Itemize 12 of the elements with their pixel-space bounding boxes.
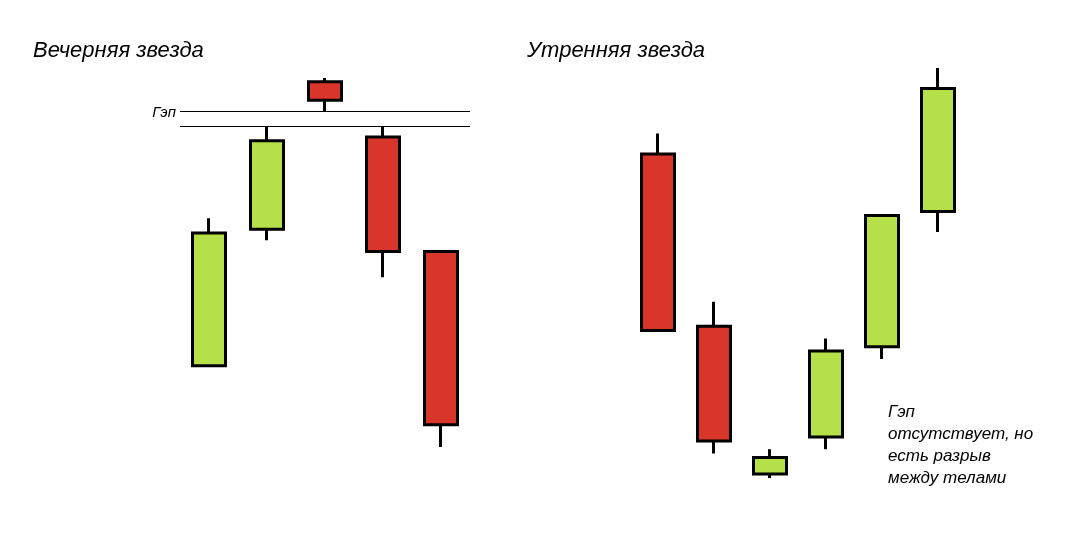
- chart-title: Утренняя звезда: [526, 36, 706, 62]
- candlestick: [752, 449, 788, 478]
- candlestick: [423, 249, 459, 447]
- candlestick: [808, 338, 844, 450]
- chart-title: Вечерняя звезда: [33, 36, 204, 62]
- candlestick: [920, 68, 956, 232]
- candlestick: [696, 301, 732, 454]
- candlestick: [640, 133, 676, 332]
- candlestick: [864, 214, 900, 360]
- ref-line-label: Гэп: [152, 102, 176, 120]
- annotation: Гэп отсутствует, но есть разрыв между телами: [888, 401, 1034, 487]
- candlestick: [191, 218, 227, 368]
